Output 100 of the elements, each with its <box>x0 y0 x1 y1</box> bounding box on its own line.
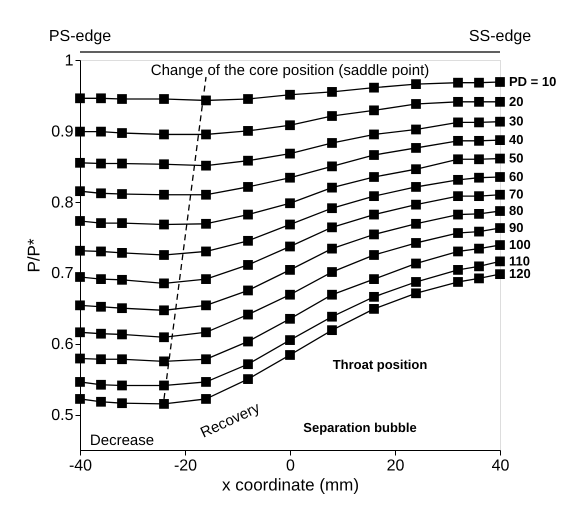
point <box>96 354 106 364</box>
point <box>159 305 169 316</box>
point <box>411 200 421 210</box>
y-axis-title: P/P* <box>24 238 44 273</box>
point <box>201 190 211 200</box>
point <box>96 93 106 104</box>
point <box>474 172 484 183</box>
point <box>243 156 253 166</box>
point <box>159 220 169 230</box>
point <box>411 288 421 298</box>
point <box>369 230 379 240</box>
point <box>75 93 85 104</box>
point <box>327 325 337 336</box>
text: PS-edge <box>48 28 112 45</box>
point <box>96 126 106 136</box>
series-label: 120 <box>509 266 531 282</box>
point <box>201 246 211 256</box>
point <box>369 292 379 302</box>
point <box>243 94 253 104</box>
point <box>285 198 295 208</box>
point <box>453 228 463 238</box>
point <box>327 87 337 97</box>
point <box>369 150 379 160</box>
text: SS-edge <box>468 28 532 45</box>
point <box>75 300 85 310</box>
point <box>474 118 484 128</box>
point <box>411 277 421 287</box>
series-label: 20 <box>509 94 524 109</box>
x-tick-label: -20 <box>174 458 198 474</box>
point <box>159 130 169 140</box>
point <box>411 124 421 134</box>
point <box>159 190 169 200</box>
point <box>411 99 421 109</box>
point <box>117 158 127 168</box>
point <box>411 143 421 153</box>
point <box>201 394 211 404</box>
point <box>285 172 295 183</box>
point <box>453 78 463 88</box>
point <box>369 172 379 182</box>
point <box>285 120 295 130</box>
point <box>327 161 337 172</box>
point <box>411 79 421 89</box>
x-tick-label: 0 <box>286 458 296 474</box>
point <box>453 210 463 220</box>
point <box>369 274 379 284</box>
point <box>327 138 337 148</box>
point <box>453 246 463 256</box>
series-label: 30 <box>509 114 524 129</box>
point <box>474 96 484 107</box>
point <box>411 182 421 192</box>
point <box>201 274 211 284</box>
point <box>159 94 169 104</box>
point <box>75 377 85 387</box>
point <box>117 218 127 228</box>
point <box>201 377 211 387</box>
annotation: Separation bubble <box>303 420 417 435</box>
point <box>474 274 484 284</box>
series-label: 80 <box>509 203 524 218</box>
series-label: PD = 10 <box>509 74 556 89</box>
point <box>474 261 484 272</box>
point <box>159 399 169 409</box>
point <box>96 188 106 198</box>
point <box>495 256 505 266</box>
point <box>117 94 127 104</box>
point <box>474 136 484 146</box>
point <box>243 260 253 270</box>
point <box>453 174 463 185</box>
point <box>495 77 505 87</box>
point <box>201 160 211 171</box>
point <box>474 209 484 219</box>
annotation: Change of the core position (saddle point) <box>150 62 430 79</box>
y-tick-label: 0.7 <box>51 265 74 282</box>
point <box>474 244 484 254</box>
point <box>201 327 211 338</box>
point <box>117 398 127 408</box>
point <box>411 238 421 248</box>
point <box>201 218 211 229</box>
point <box>243 236 253 246</box>
point <box>411 164 421 174</box>
point <box>411 258 421 268</box>
y-tick-label: 0.9 <box>51 123 74 140</box>
point <box>495 206 505 216</box>
point <box>159 278 169 288</box>
point <box>327 222 337 232</box>
point <box>75 158 85 168</box>
point <box>285 350 295 360</box>
point <box>285 242 295 252</box>
point <box>159 332 169 342</box>
point <box>96 328 106 339</box>
x-tick-label: -40 <box>68 458 92 474</box>
point <box>243 286 253 296</box>
point <box>369 210 379 220</box>
annotation: Decrease <box>90 432 154 449</box>
point <box>285 314 295 324</box>
point <box>453 96 463 107</box>
point <box>495 116 505 127</box>
point <box>369 304 379 314</box>
point <box>453 265 463 275</box>
point <box>495 96 505 107</box>
point <box>117 189 127 199</box>
